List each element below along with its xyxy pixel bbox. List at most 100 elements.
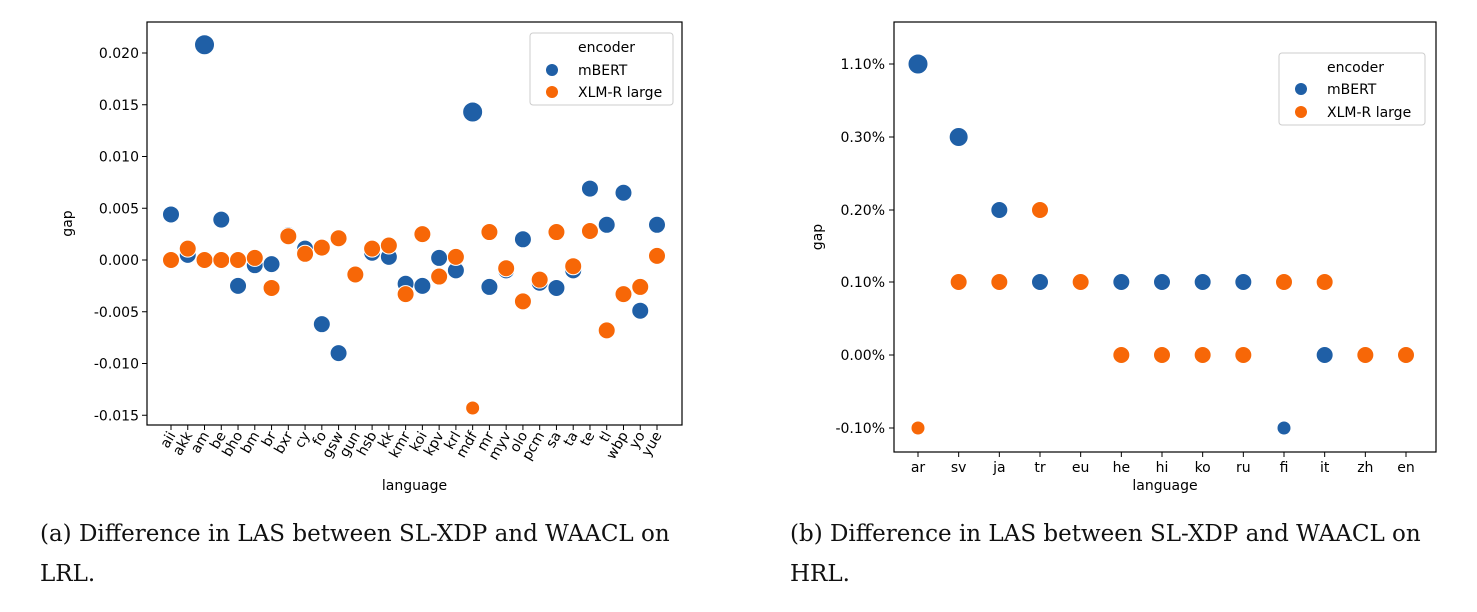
point-xlm-r-large-ar [910,420,926,436]
point-xlm-r-large-hsb [363,239,382,258]
xtick-label-b: ko [1195,460,1211,476]
point-xlm-r-large-kk [379,236,398,255]
xtick-label-b: fi [1280,460,1289,476]
xtick-label-a: sa [543,429,565,451]
point-xlm-r-large-yue [648,246,666,265]
ytick-label-a: 0.000 [99,253,139,269]
point-xlm-r-large-te [580,222,599,241]
xtick-label-a: be [207,429,230,452]
plot-b-frame [893,21,1437,453]
point-mbert-ru [1234,273,1253,291]
point-xlm-r-large-ko [1193,346,1212,364]
ytick-label-b: -0.10% [835,421,885,437]
point-xlm-r-large-kmr [396,285,415,304]
point-xlm-r-large-it [1315,273,1334,291]
ylabel-b: gap [810,224,826,250]
point-mbert-he [1112,273,1131,291]
ytick-label-a: 0.005 [99,201,139,217]
point-mbert-gsw [329,344,348,363]
point-mbert-tl [597,215,616,234]
point-xlm-r-large-gsw [329,229,348,248]
point-mbert-yue [648,215,666,234]
point-mbert-bho [229,276,248,295]
point-mbert-olo [513,230,532,249]
xlabel-b: language [1132,478,1197,494]
legend-marker-a [546,64,558,76]
xtick-label-a: krl [442,429,465,452]
ytick-label-a: 0.015 [99,98,139,114]
ytick-label-a: -0.015 [94,408,139,424]
point-xlm-r-large-olo [513,292,532,311]
point-xlm-r-large-zh [1356,346,1375,364]
xtick-label-b: eu [1072,460,1090,476]
legend-marker-b [1295,83,1307,95]
point-xlm-r-large-myv [497,259,516,278]
point-mbert-mdf [462,101,484,123]
xtick-label-b: sv [951,460,967,476]
point-xlm-r-large-akk [178,239,197,258]
xtick-label-b: ru [1236,460,1251,476]
point-mbert-sv [948,127,969,147]
ytick-label-a: 0.010 [99,150,139,166]
point-mbert-ja [990,201,1009,219]
point-xlm-r-large-yo [631,277,650,296]
caption-b: (b) Difference in LAS between SL-XDP and… [790,521,1421,587]
xtick-label-a: te [578,429,599,449]
point-mbert-yo [631,301,650,320]
point-xlm-r-large-bm [245,248,264,267]
point-xlm-r-large-ru [1234,346,1253,364]
point-xlm-r-large-hi [1153,346,1171,364]
point-xlm-r-large-tr [1031,201,1049,219]
xtick-label-a: ta [561,429,582,449]
point-mbert-fi [1276,420,1292,436]
point-xlm-r-large-cy [296,244,315,263]
xtick-label-b: it [1320,460,1330,476]
ytick-label-a: -0.010 [94,357,139,373]
legend-title-b: encoder [1327,60,1384,76]
point-mbert-hi [1153,273,1171,291]
point-xlm-r-large-mdf [465,400,481,416]
plot-a-frame [146,21,683,426]
xtick-label-a: aii [157,429,179,451]
point-mbert-fo [312,315,331,334]
point-mbert-tr [1031,273,1049,291]
point-mbert-it [1315,346,1334,364]
point-xlm-r-large-koi [413,225,432,244]
legend-a [529,32,674,106]
ytick-label-b: 0.30% [841,130,885,146]
xtick-label-b: ar [911,460,926,476]
point-xlm-r-large-sv [949,273,968,291]
point-mbert-mr [480,277,499,296]
legend-b [1278,52,1426,126]
legend-label-b: mBERT [1327,82,1377,98]
xtick-label-b: hi [1156,460,1169,476]
xtick-label-a: yo [626,429,648,452]
point-xlm-r-large-wbp [614,285,633,304]
point-xlm-r-large-fo [312,238,331,257]
legend-title-a: encoder [578,40,635,56]
point-mbert-koi [413,276,432,295]
point-xlm-r-large-tl [597,321,616,340]
point-xlm-r-large-pcm [530,270,549,289]
point-mbert-ar [907,53,929,75]
point-xlm-r-large-ta [564,257,583,276]
legend-label-a: mBERT [578,63,628,79]
xtick-label-a: br [259,429,280,450]
xtick-label-b: en [1397,460,1415,476]
point-xlm-r-large-bxr [279,227,298,246]
point-mbert-br [262,255,281,274]
legend-label-b: XLM-R large [1327,105,1411,121]
ytick-label-a: 0.020 [99,46,139,62]
point-xlm-r-large-bho [229,251,248,269]
point-xlm-r-large-gun [346,265,365,284]
legend-marker-a [546,86,558,98]
point-xlm-r-large-br [262,278,281,297]
point-xlm-r-large-krl [446,247,465,266]
xlabel-a: language [382,478,447,494]
point-mbert-sa [547,278,566,297]
point-xlm-r-large-am [195,251,214,269]
point-xlm-r-large-he [1112,346,1131,364]
point-mbert-te [580,179,599,198]
ytick-label-b: 1.10% [841,57,885,73]
